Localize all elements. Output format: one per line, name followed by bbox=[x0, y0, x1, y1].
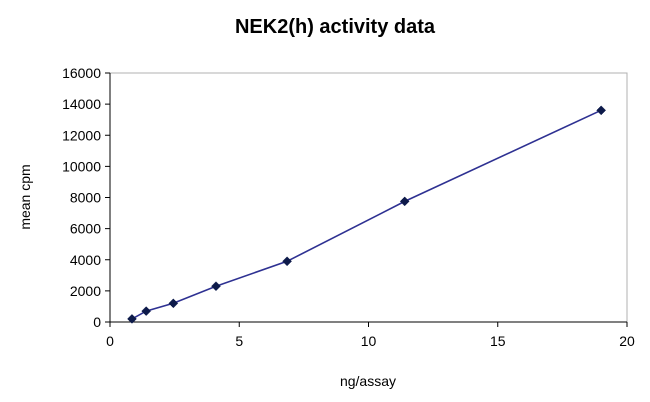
plot-area-frame bbox=[109, 72, 628, 323]
data-point-marker bbox=[399, 196, 410, 207]
y-axis-ticks: 0 2000 4000 6000 8000 10000 12000 14000 16000 bbox=[62, 65, 110, 330]
y-axis-label: mean cpm bbox=[17, 164, 33, 229]
x-tick-label: 5 bbox=[235, 333, 243, 349]
data-point-marker bbox=[141, 306, 152, 316]
x-tick-label: 0 bbox=[106, 333, 114, 349]
data-point-marker bbox=[596, 105, 607, 116]
y-tick-label: 2000 bbox=[70, 283, 101, 299]
chart-title: NEK2(h) activity data bbox=[235, 16, 436, 38]
y-tick-label: 14000 bbox=[62, 96, 101, 112]
series-layer bbox=[127, 105, 607, 324]
y-tick-label: 10000 bbox=[62, 158, 101, 174]
x-tick-label: 10 bbox=[361, 333, 377, 349]
y-tick-label: 4000 bbox=[70, 252, 101, 268]
x-axis-ticks: 0 5 10 15 20 bbox=[106, 322, 635, 349]
x-tick-label: 15 bbox=[490, 333, 506, 349]
x-axis-label: ng/assay bbox=[340, 373, 396, 389]
data-point-marker bbox=[282, 256, 292, 267]
y-tick-label: 8000 bbox=[70, 190, 101, 206]
series-line bbox=[131, 109, 602, 320]
x-tick-label: 20 bbox=[619, 333, 635, 349]
data-point-marker bbox=[127, 314, 137, 324]
y-tick-label: 0 bbox=[93, 314, 101, 330]
data-point-marker bbox=[211, 281, 221, 292]
data-point-marker bbox=[168, 298, 179, 309]
y-tick-label: 16000 bbox=[62, 65, 101, 81]
y-tick-label: 6000 bbox=[70, 221, 101, 237]
y-tick-label: 12000 bbox=[62, 127, 101, 143]
